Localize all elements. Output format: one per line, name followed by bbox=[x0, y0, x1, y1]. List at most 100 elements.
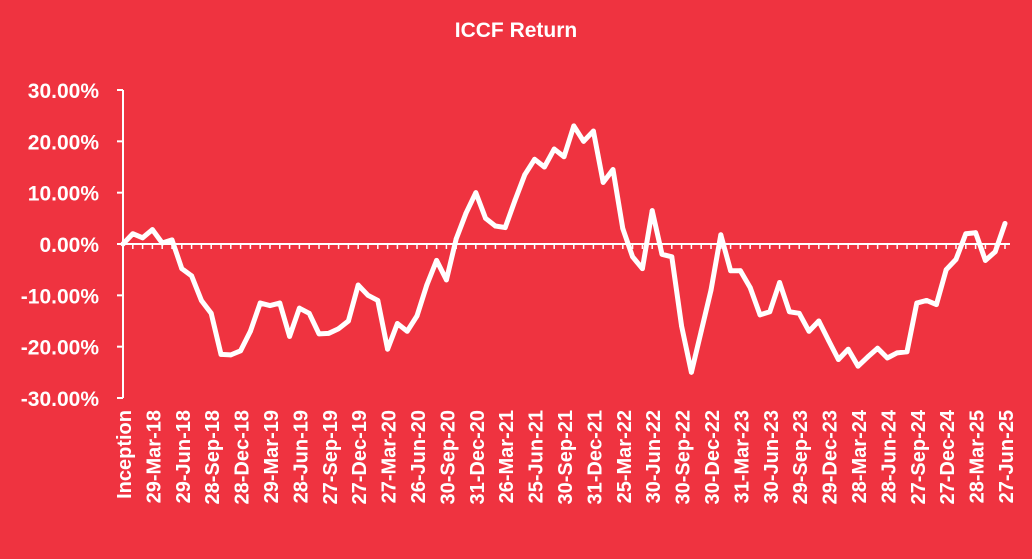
data-point bbox=[649, 208, 655, 214]
data-point bbox=[199, 298, 204, 303]
y-tick-label: -10.00% bbox=[21, 285, 100, 308]
data-point bbox=[787, 309, 792, 315]
data-point bbox=[434, 258, 439, 263]
data-point bbox=[767, 309, 773, 315]
x-tick-label: 29-Mar-18 bbox=[143, 410, 165, 503]
x-tick-label: 30-Dec-22 bbox=[702, 410, 724, 505]
x-tick-label: 27-Jun-25 bbox=[996, 410, 1018, 503]
data-point bbox=[208, 310, 214, 316]
data-point bbox=[493, 223, 498, 229]
data-point bbox=[551, 146, 557, 152]
x-tick-label: 28-Sep-18 bbox=[202, 410, 224, 505]
data-point bbox=[189, 273, 195, 279]
data-point bbox=[963, 231, 969, 237]
chart-title: ICCF Return bbox=[455, 19, 578, 42]
data-point bbox=[336, 326, 341, 332]
x-tick-label: 30-Jun-23 bbox=[761, 410, 783, 503]
data-point bbox=[855, 363, 861, 369]
data-point bbox=[365, 292, 371, 298]
data-point bbox=[924, 298, 929, 303]
data-point bbox=[473, 190, 479, 196]
data-point bbox=[483, 215, 488, 221]
data-point bbox=[689, 369, 694, 375]
x-axis: Inception 29-Mar-18 29-Jun-18 28-Sep-18 28-D… bbox=[114, 243, 1018, 505]
data-point bbox=[757, 312, 763, 318]
data-point bbox=[708, 287, 714, 293]
x-tick-label: 31-Dec-20 bbox=[467, 410, 489, 505]
data-point bbox=[326, 330, 332, 336]
data-point bbox=[718, 232, 724, 238]
data-point bbox=[277, 300, 283, 306]
data-point bbox=[973, 230, 978, 236]
y-axis: 30.00% 20.00% 10.00% 0.00% -10.00% -20.00% -30… bbox=[21, 80, 124, 411]
data-point bbox=[542, 164, 547, 170]
y-tick-label: 30.00% bbox=[28, 80, 100, 103]
x-tick-label: 29-Sep-23 bbox=[790, 410, 812, 505]
y-tick-label: 0.00% bbox=[39, 234, 99, 257]
data-point bbox=[463, 210, 469, 216]
data-point bbox=[375, 298, 381, 303]
data-point bbox=[444, 277, 449, 283]
data-point bbox=[600, 180, 606, 185]
x-tick-label: 30-Sep-20 bbox=[437, 410, 459, 505]
data-point bbox=[1002, 221, 1008, 226]
data-point bbox=[404, 328, 410, 334]
data-point bbox=[150, 227, 155, 233]
series-group bbox=[120, 123, 1008, 375]
x-tick-label: 29-Dec-23 bbox=[820, 410, 842, 505]
x-tick-label: 27-Sep-24 bbox=[908, 409, 930, 504]
data-point bbox=[679, 323, 684, 329]
data-point bbox=[806, 328, 812, 334]
data-point bbox=[169, 237, 175, 243]
data-point bbox=[845, 346, 851, 352]
data-point bbox=[659, 251, 665, 257]
data-point bbox=[698, 328, 704, 334]
x-tick-label: 27-Dec-19 bbox=[349, 410, 371, 505]
data-point bbox=[934, 302, 939, 307]
data-point bbox=[816, 318, 822, 324]
x-tick-label: 31-Dec-21 bbox=[584, 410, 606, 505]
x-tick-label: 26-Jun-20 bbox=[408, 410, 430, 503]
y-tick-label: -20.00% bbox=[21, 337, 100, 360]
data-point bbox=[630, 254, 635, 260]
x-tick-label: 27-Sep-19 bbox=[320, 410, 342, 505]
data-point bbox=[865, 354, 871, 360]
data-point bbox=[738, 268, 743, 274]
data-point bbox=[287, 334, 292, 339]
x-tick-label: 25-Jun-21 bbox=[526, 410, 548, 503]
x-tick-label: 30-Jun-22 bbox=[643, 410, 665, 503]
data-point bbox=[610, 167, 616, 172]
series-line bbox=[120, 123, 1008, 375]
data-point bbox=[943, 267, 949, 273]
data-point bbox=[894, 350, 900, 356]
data-point bbox=[385, 346, 390, 352]
x-tick-label: 30-Sep-22 bbox=[673, 410, 695, 505]
data-point bbox=[238, 348, 244, 354]
data-point bbox=[640, 266, 645, 272]
x-tick-label: Inception bbox=[114, 410, 136, 499]
x-tick-label: 26-Mar-21 bbox=[496, 410, 518, 503]
data-point bbox=[826, 338, 831, 343]
data-point bbox=[914, 300, 920, 306]
data-point bbox=[992, 249, 998, 255]
data-point bbox=[591, 128, 596, 134]
data-point bbox=[512, 197, 518, 203]
data-point bbox=[453, 236, 459, 242]
x-tick-label: 28-Jun-24 bbox=[878, 409, 900, 503]
data-point bbox=[267, 303, 273, 308]
data-point bbox=[777, 280, 782, 285]
x-tick-label: 29-Mar-19 bbox=[261, 410, 283, 503]
data-point bbox=[875, 345, 880, 351]
data-point bbox=[140, 235, 146, 241]
data-point bbox=[346, 318, 351, 324]
data-point bbox=[120, 241, 126, 247]
data-point bbox=[747, 285, 753, 291]
data-point bbox=[424, 282, 430, 288]
data-point bbox=[218, 351, 224, 357]
data-point bbox=[248, 328, 253, 334]
x-tick-label: 25-Mar-22 bbox=[614, 410, 636, 503]
y-tick-label: 20.00% bbox=[28, 131, 100, 154]
data-point bbox=[502, 225, 508, 230]
x-tick-label: 29-Jun-18 bbox=[173, 410, 195, 503]
